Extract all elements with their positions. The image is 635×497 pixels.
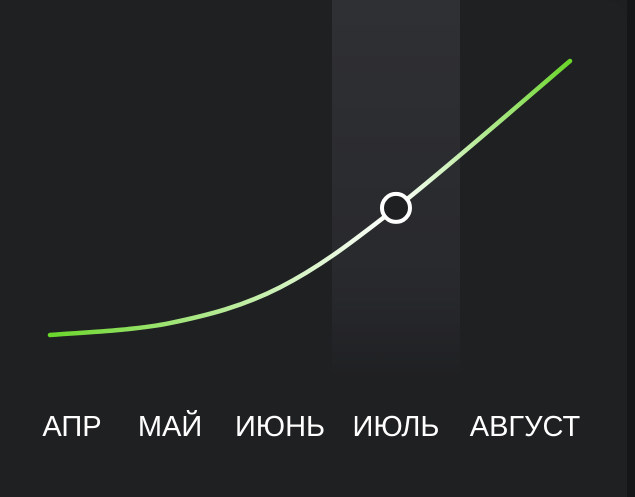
tick-label-apr: АПР: [42, 411, 101, 443]
tick-label-may: МАЙ: [138, 409, 202, 443]
page-edge: [627, 0, 635, 497]
highlight-marker[interactable]: [380, 191, 412, 224]
tick-label-jun: ИЮНЬ: [235, 411, 325, 443]
highlight-band: [332, 0, 460, 380]
tick-label-jul: ИЮЛЬ: [353, 411, 440, 443]
tick-label-aug: АВГУСТ: [470, 411, 581, 443]
x-axis-labels: АПР МАЙ ИЮНЬ ИЮЛЬ АВГУСТ: [42, 409, 580, 443]
series-line: [47, 58, 573, 338]
